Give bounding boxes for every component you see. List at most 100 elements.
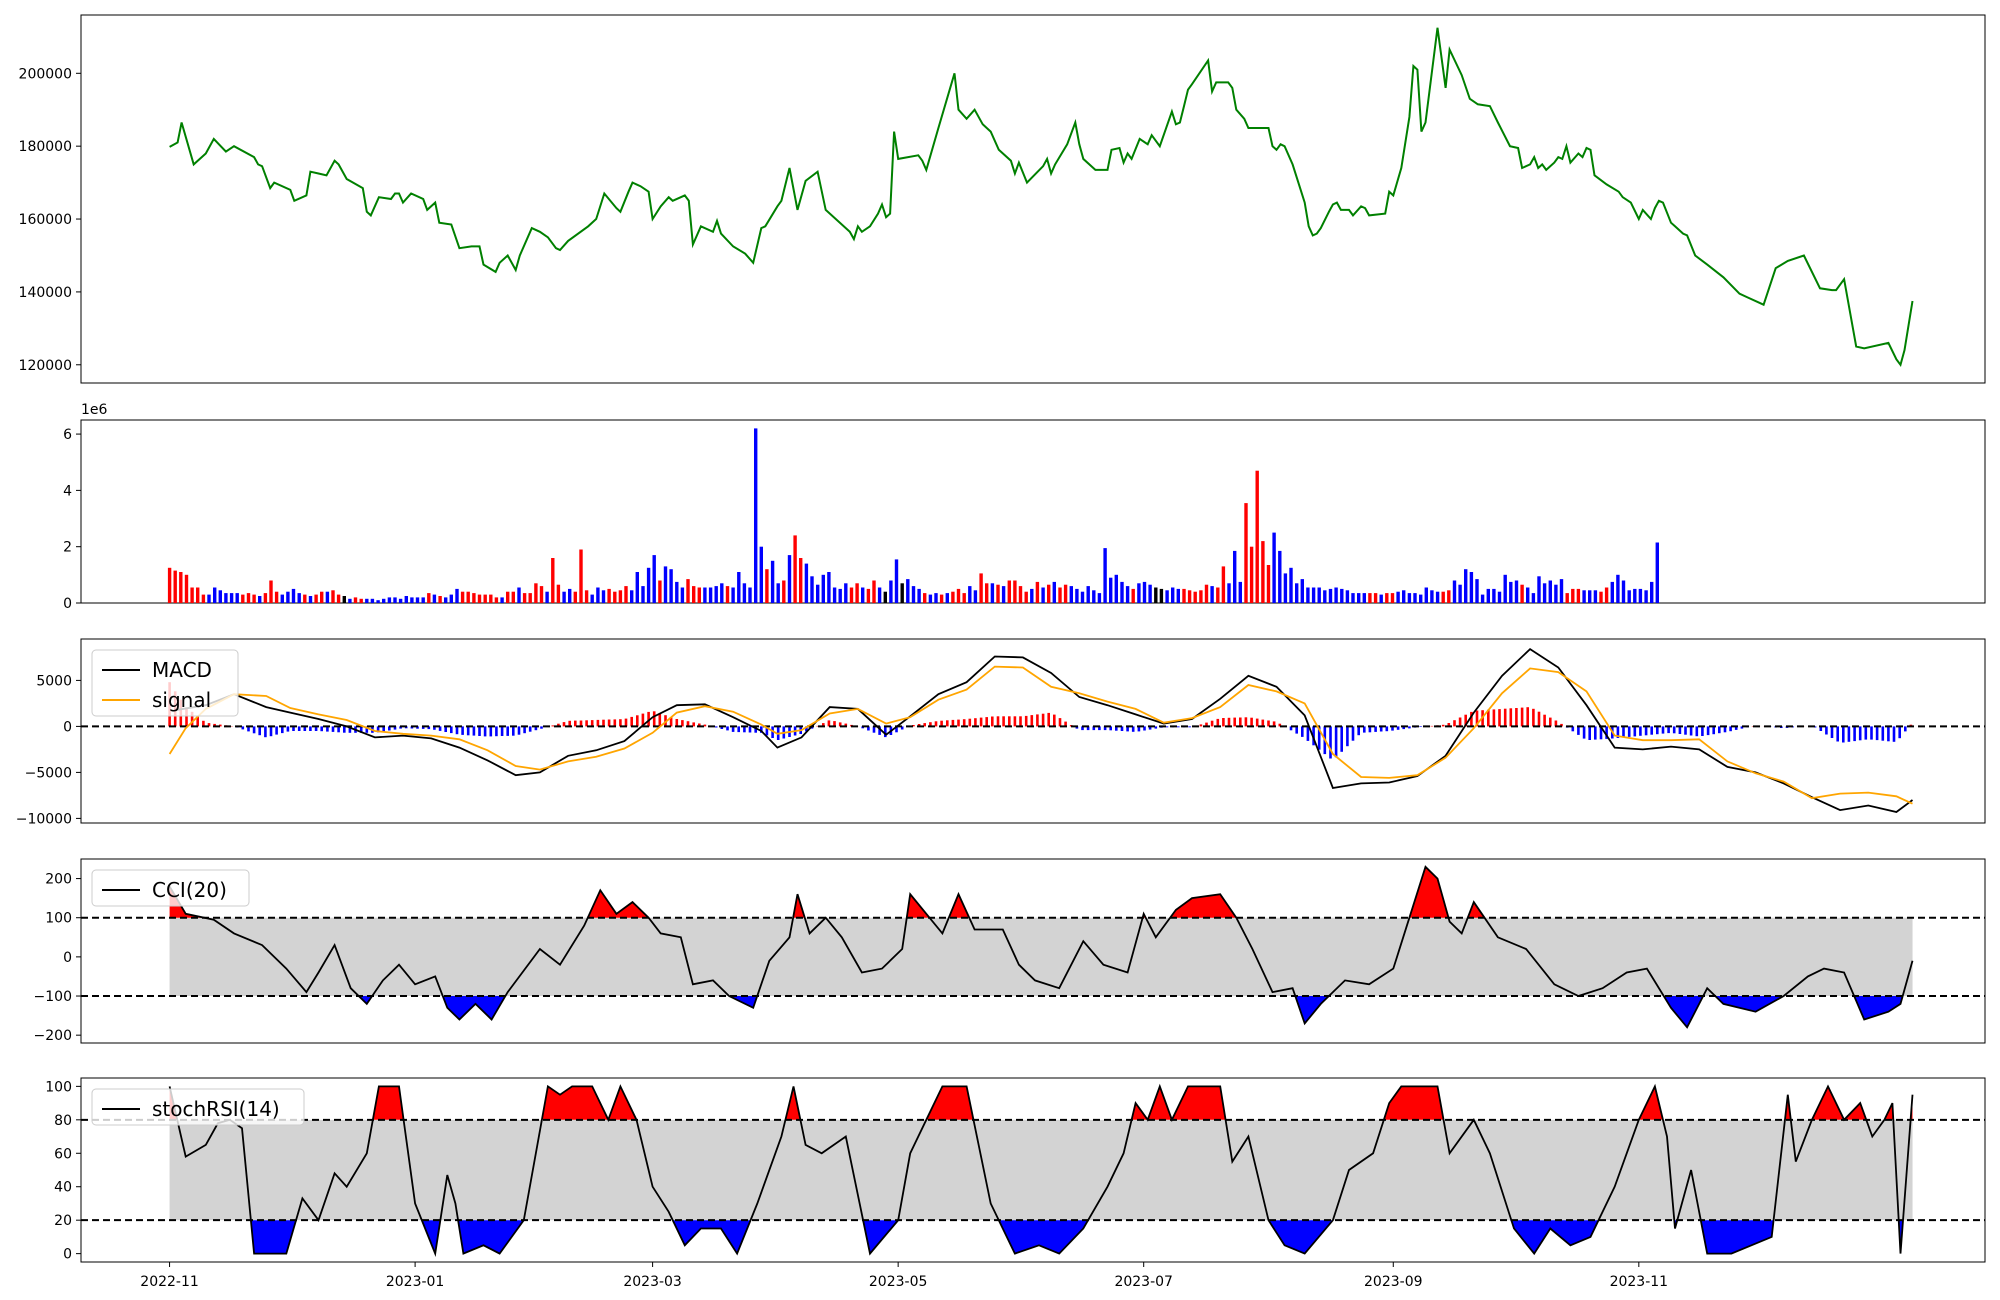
macd-histogram-bar xyxy=(579,720,583,727)
volume-bar xyxy=(274,591,279,603)
macd-histogram-bar xyxy=(1351,726,1355,741)
macd-histogram-bar xyxy=(483,726,487,737)
macd-histogram-bar xyxy=(286,726,290,732)
volume-bar xyxy=(1114,574,1118,603)
macd-histogram-bar xyxy=(1244,717,1248,727)
volume-bar xyxy=(584,590,589,603)
volume-bar xyxy=(534,583,538,603)
macd-histogram-bar xyxy=(1875,726,1879,741)
macd-histogram-bar xyxy=(1453,720,1456,727)
macd-histogram-bar xyxy=(1053,714,1056,727)
macd-histogram-bar xyxy=(1064,721,1067,727)
macd-histogram-bar xyxy=(1408,726,1411,729)
macd-histogram-bar xyxy=(207,723,211,727)
series-line-CCI(20) xyxy=(168,865,1914,1029)
y-tick-label: 80 xyxy=(54,1113,72,1129)
macd-histogram-bar xyxy=(1278,723,1282,727)
macd-histogram-bar xyxy=(1041,713,1045,727)
volume-bar xyxy=(1182,588,1186,603)
volume-bar xyxy=(675,581,679,603)
y-tick-label: 40 xyxy=(54,1180,72,1196)
volume-bar xyxy=(393,597,397,603)
macd-histogram-bar xyxy=(816,725,819,727)
macd-histogram-bar xyxy=(376,726,380,733)
volume-bar xyxy=(1621,580,1626,603)
volume-bar xyxy=(280,594,284,603)
volume-bar xyxy=(1272,532,1276,603)
volume-bar xyxy=(861,587,865,603)
volume-bar xyxy=(1334,587,1338,603)
macd-histogram-bar xyxy=(1402,726,1405,730)
volume-bar xyxy=(1604,587,1609,603)
macd-histogram-bar xyxy=(1537,711,1541,727)
macd-histogram-bar xyxy=(1002,716,1005,727)
volume-bar xyxy=(838,588,842,603)
macd-histogram-bar xyxy=(500,726,504,736)
macd-histogram-bar xyxy=(1396,726,1400,730)
macd-histogram-bar xyxy=(292,726,295,731)
y-tick-label: 6 xyxy=(63,427,72,443)
volume-bar xyxy=(1497,591,1502,603)
macd-histogram-bar xyxy=(1853,726,1856,742)
macd-histogram-bar xyxy=(923,723,926,727)
volume-bar xyxy=(754,428,758,603)
volume-bar xyxy=(1362,593,1366,603)
macd-histogram-bar xyxy=(1222,718,1225,727)
macd-histogram-bar xyxy=(297,726,301,731)
volume-bar xyxy=(1616,574,1620,603)
legend-entry: CCI(20) xyxy=(152,878,227,902)
neutral-band-4 xyxy=(169,1119,1913,1221)
volume-bar xyxy=(506,591,510,603)
volume-bar xyxy=(427,593,431,603)
volume-bar xyxy=(1503,574,1507,603)
macd-histogram-bar xyxy=(1892,726,1896,742)
volume-bar xyxy=(365,598,369,603)
volume-bar xyxy=(1351,593,1355,603)
macd-histogram-bar xyxy=(1870,726,1873,740)
macd-histogram-bar xyxy=(675,719,679,727)
volume-bar xyxy=(286,591,290,603)
macd-histogram-bar xyxy=(557,723,560,727)
macd-histogram-bar xyxy=(1464,714,1467,727)
macd-histogram-bar xyxy=(985,717,988,727)
volume-bar xyxy=(1193,591,1197,603)
volume-bar xyxy=(1385,593,1389,603)
volume-bar xyxy=(258,596,262,603)
volume-bar xyxy=(190,587,194,603)
macd-histogram-bar xyxy=(365,726,369,733)
macd-histogram-bar xyxy=(1633,726,1637,737)
macd-histogram-bar xyxy=(1295,726,1298,734)
macd-histogram-bar xyxy=(574,720,577,727)
volume-bar xyxy=(1249,546,1254,603)
macd-histogram-bar xyxy=(827,720,831,727)
volume-bar xyxy=(415,597,420,603)
volume-bar xyxy=(866,588,871,603)
volume-bar xyxy=(714,586,718,603)
volume-bar xyxy=(658,580,662,603)
macd-histogram-bar xyxy=(1904,726,1907,732)
macd-histogram-bar xyxy=(264,726,267,738)
macd-histogram-bar xyxy=(455,726,459,735)
volume-bar xyxy=(455,588,459,603)
macd-histogram-bar xyxy=(1627,726,1631,737)
macd-histogram-bar xyxy=(1019,716,1022,727)
volume-bar xyxy=(737,572,741,603)
volume-bar xyxy=(1255,470,1259,603)
volume-bar xyxy=(483,594,487,603)
macd-histogram-bar xyxy=(1165,726,1169,728)
y-tick-label: 20 xyxy=(54,1213,72,1229)
macd-histogram-bar xyxy=(844,723,848,727)
macd-histogram-bar xyxy=(1131,726,1135,732)
volume-bar xyxy=(432,594,437,603)
volume-bar xyxy=(1125,586,1130,603)
axes-frame-2 xyxy=(80,638,1986,824)
volume-bar xyxy=(568,588,572,603)
volume-bar xyxy=(196,587,200,603)
macd-histogram-bar xyxy=(1239,717,1242,727)
macd-histogram-bar xyxy=(1560,723,1563,727)
macd-histogram-bar xyxy=(754,726,757,733)
macd-histogram-bar xyxy=(1689,726,1693,736)
macd-histogram-bar xyxy=(743,726,746,733)
volume-bar xyxy=(331,590,335,603)
